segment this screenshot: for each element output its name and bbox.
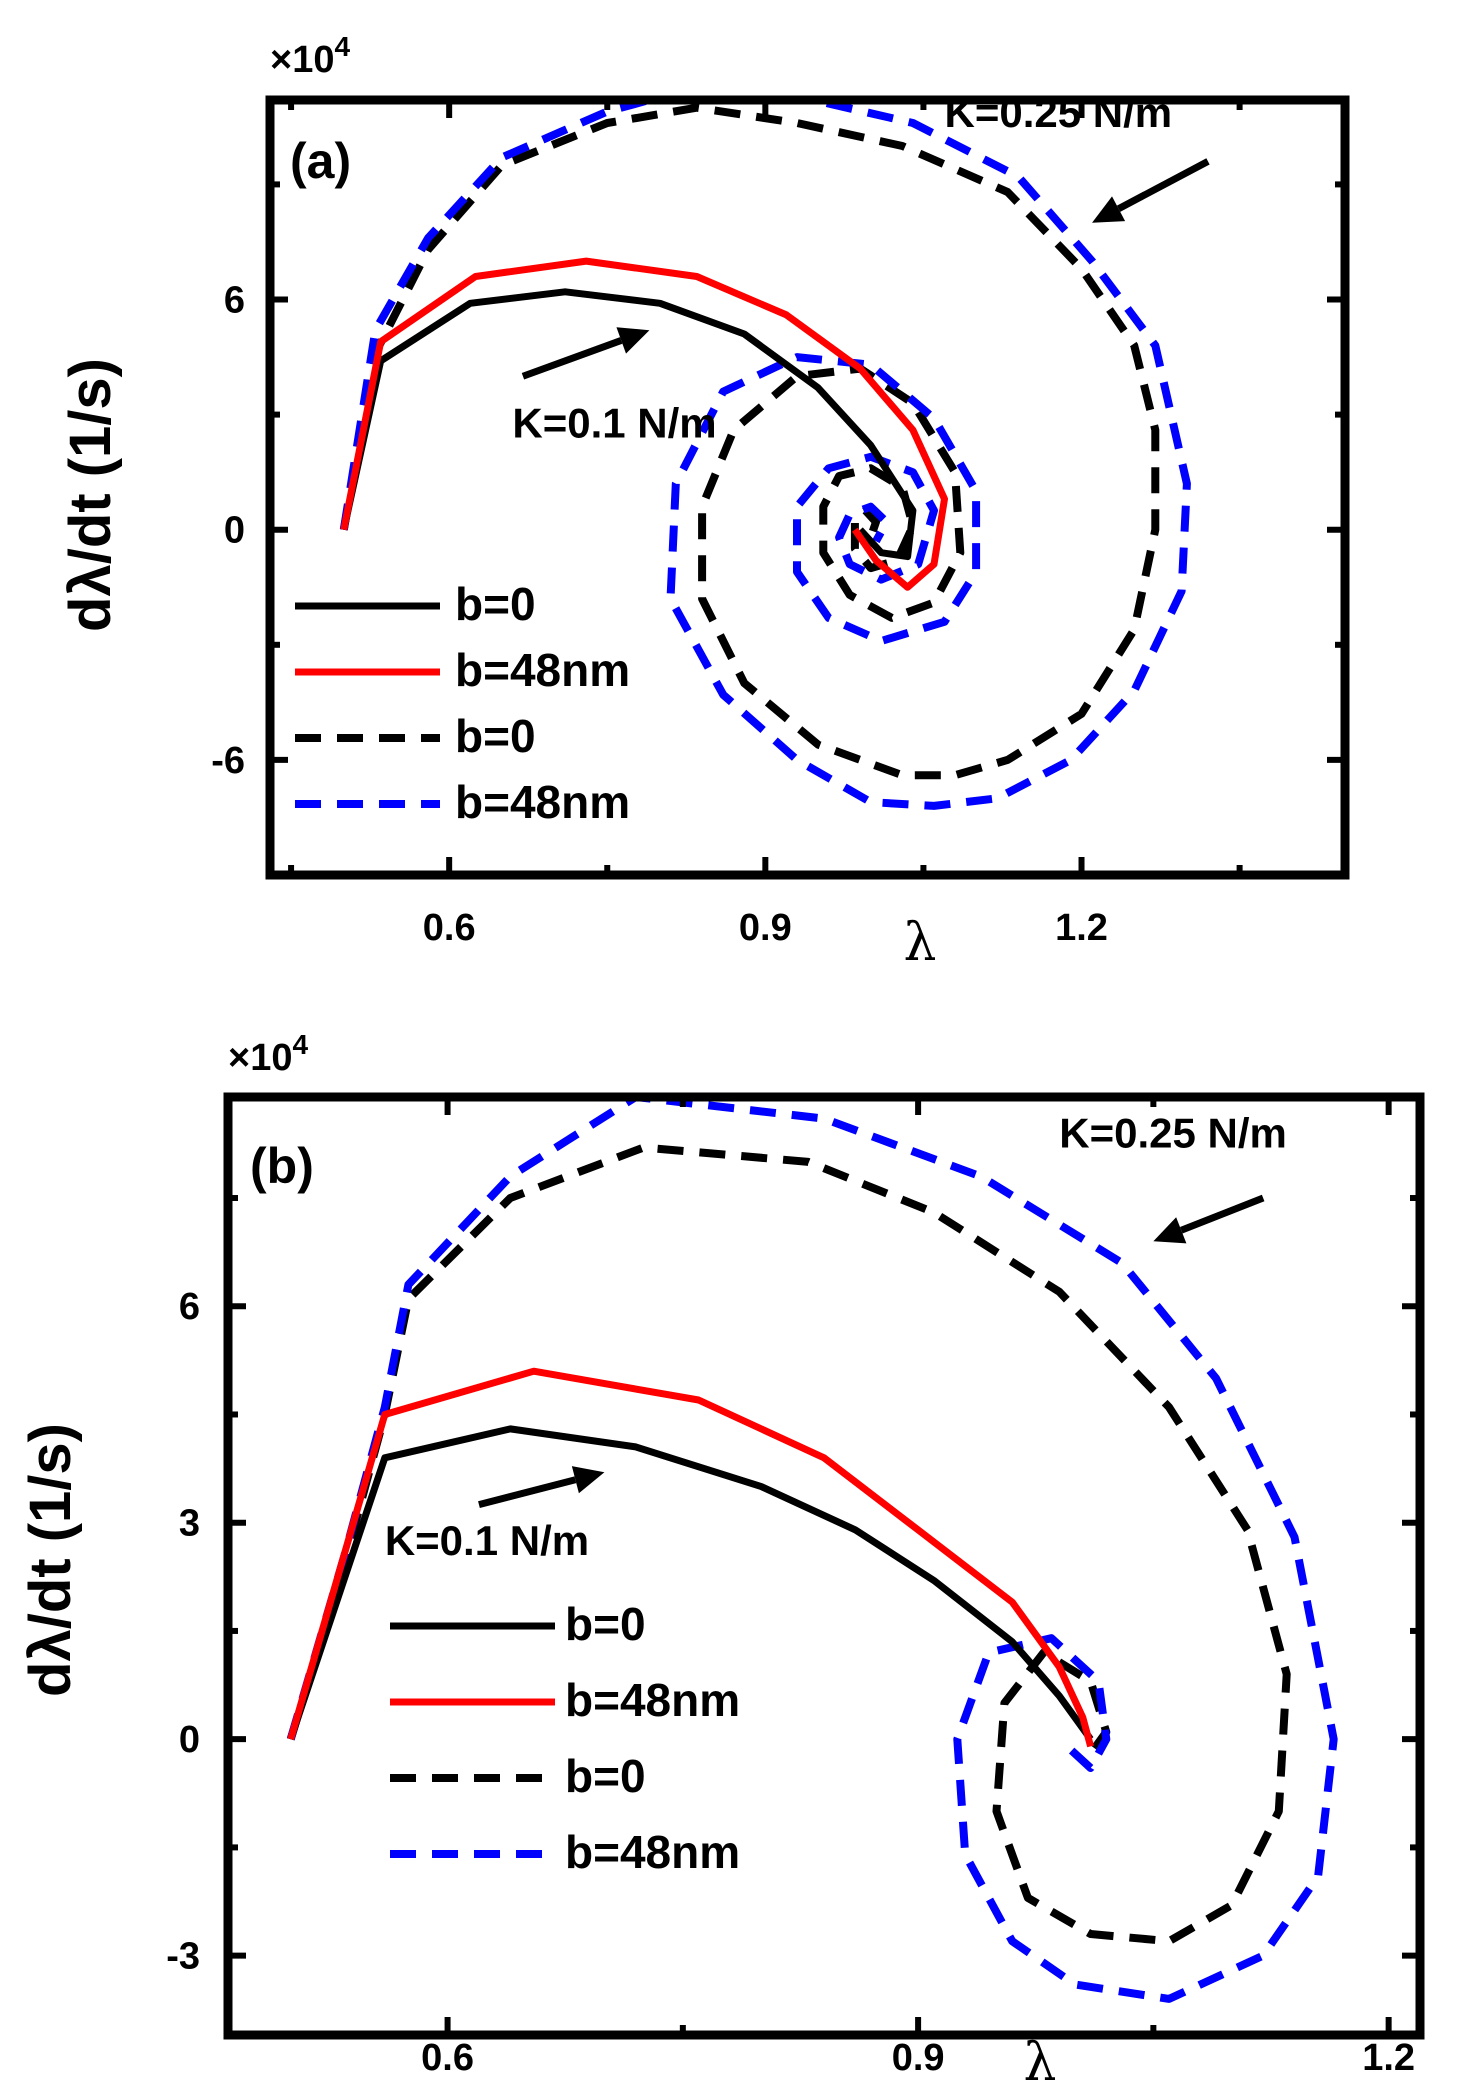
series-line-1	[340, 257, 948, 591]
series-line-0	[287, 1425, 1094, 1742]
legend-label-1: b=48nm	[565, 1674, 740, 1726]
y-axis-title: dλ/dt (1/s)	[18, 1423, 83, 1697]
y-tick-label: -3	[166, 1936, 200, 1978]
annotation-label: K=0.25 N/m	[1059, 1110, 1287, 1157]
annotation-arrow-shaft	[521, 337, 623, 380]
series-line-0	[340, 288, 917, 561]
series-line-2	[339, 103, 1160, 780]
legend: b=0 b=48nm b=0 b=48nm	[295, 578, 630, 828]
x-tick-label: 1.2	[1055, 907, 1108, 949]
annotation-arrow-shaft	[478, 1476, 577, 1509]
legend-label-2: b=0	[565, 1750, 646, 1802]
legend-label-2: b=0	[455, 710, 536, 762]
annotation-label: K=0.1 N/m	[512, 400, 716, 447]
panel-label: (b)	[250, 1138, 314, 1194]
x-tick-label: 0.9	[739, 907, 792, 949]
plot-frame	[265, 95, 1350, 880]
axis-multiplier-exponent: 4	[334, 31, 350, 62]
x-axis-title: λ	[1024, 2033, 1057, 2091]
annotation-label: K=0.1 N/m	[385, 1517, 589, 1564]
annotation-arrow-shaft	[1116, 158, 1210, 212]
x-tick-label: 0.6	[421, 2037, 474, 2079]
panel-b-chart: 0.6 0.9 1.2 -3 0 3 6 ×104 (b) dλ/dt (1/s) λ K=0.25 …	[18, 1029, 1425, 2091]
series-line-3	[286, 1097, 1338, 2003]
axis-multiplier-base: ×10	[270, 39, 334, 81]
annotation-label: K=0.25 N/m	[945, 89, 1173, 136]
y-tick-label: -6	[211, 740, 245, 782]
series-line-2	[286, 1143, 1291, 1946]
annotation-arrow-head	[616, 327, 650, 354]
y-tick-label: 6	[224, 280, 245, 322]
legend-label-0: b=0	[455, 578, 536, 630]
legend-label-0: b=0	[565, 1598, 646, 1650]
y-axis-title: dλ/dt (1/s)	[58, 358, 123, 632]
x-tick-label: 0.6	[423, 907, 476, 949]
y-tick-label: 6	[179, 1286, 200, 1328]
legend: b=0 b=48nm b=0 b=48nm	[390, 1598, 740, 1878]
series-group	[339, 100, 1191, 810]
x-tick-label: 1.2	[1362, 2037, 1415, 2079]
axis-multiplier: ×104	[270, 31, 350, 81]
legend-label-1: b=48nm	[455, 644, 630, 696]
legend-label-3: b=48nm	[455, 776, 630, 828]
annotation-arrow-shaft	[1179, 1194, 1265, 1234]
annotation-arrow-head	[571, 1466, 605, 1494]
series-line-3	[339, 100, 1191, 810]
y-tick-label: 3	[179, 1503, 200, 1545]
plot-frame	[223, 1092, 1425, 2040]
annotation-arrow-head	[1092, 196, 1126, 223]
legend-label-3: b=48nm	[565, 1826, 740, 1878]
series-line-1	[287, 1367, 1094, 1748]
axis-multiplier: ×104	[228, 1029, 308, 1079]
x-axis-title: λ	[904, 913, 937, 973]
panel-a-chart: 0.6 0.9 1.2 -6 0 6 ×104 (a) dλ/dt (1/s) λ K=0.25 N…	[58, 31, 1350, 973]
panel-label: (a)	[290, 133, 351, 189]
axis-multiplier-exponent: 4	[292, 1029, 308, 1060]
annotation-arrow-head	[1153, 1217, 1187, 1244]
series-group	[286, 1097, 1338, 2003]
y-tick-label: 0	[179, 1719, 200, 1761]
y-tick-label: 0	[224, 510, 245, 552]
axis-multiplier-base: ×10	[228, 1037, 292, 1079]
x-tick-label: 0.9	[892, 2037, 945, 2079]
